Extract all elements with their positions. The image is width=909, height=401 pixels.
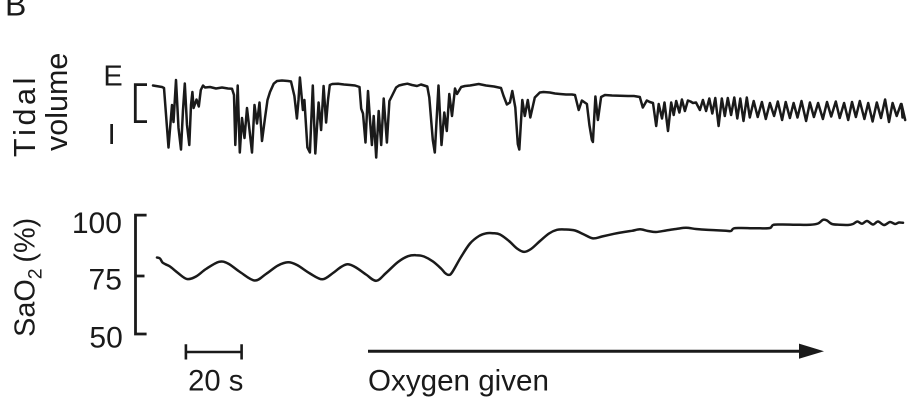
svg-text:E: E [103,60,122,92]
svg-text:75: 75 [89,263,122,296]
svg-text:20 s: 20 s [188,365,243,397]
svg-text:B: B [5,0,26,22]
svg-text:Oxygen given: Oxygen given [368,365,549,398]
svg-text:50: 50 [89,322,122,355]
svg-text:100: 100 [72,207,122,240]
svg-text:Tidalvolume: Tidalvolume [8,53,74,157]
svg-text:I: I [108,119,116,151]
